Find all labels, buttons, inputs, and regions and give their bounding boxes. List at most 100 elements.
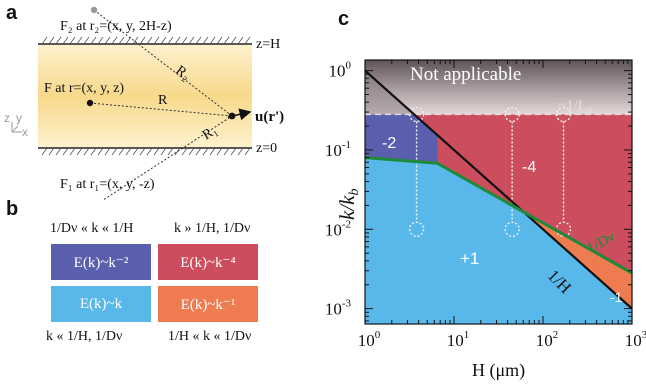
hatch-mark — [62, 36, 69, 45]
hatch-mark — [104, 36, 111, 45]
hatch-mark — [125, 147, 132, 156]
hatch-mark — [195, 36, 202, 45]
hatch-mark — [69, 36, 76, 45]
fluid-slab — [38, 44, 252, 148]
hatch-mark — [244, 36, 251, 45]
x-tick-label: 103 — [625, 329, 646, 350]
tile-k-minus-1: E(k)~k⁻¹ — [158, 286, 258, 322]
hatch-mark — [97, 147, 104, 156]
hatch-mark — [132, 36, 139, 45]
label-not-applicable: Not applicable — [410, 64, 521, 85]
hatch-mark — [111, 36, 118, 45]
hatch-mark — [62, 147, 69, 156]
x-axis-label: H (μm) — [472, 360, 525, 381]
label-F1: F₁ at r₁=(x, y, -z) — [60, 177, 155, 192]
hatch-mark — [223, 147, 230, 156]
hatch-mark — [188, 147, 195, 156]
ray-R2 — [93, 9, 233, 117]
plot-frame — [364, 59, 633, 325]
region-k-plus-1 — [365, 157, 632, 324]
hatch-mark — [118, 36, 125, 45]
hatch-mark — [83, 147, 90, 156]
marker-circle-bottom — [504, 221, 520, 237]
hatch-mark — [244, 147, 251, 156]
hatch-mark — [202, 36, 209, 45]
hatch-mark — [181, 147, 188, 156]
label-one-over-Lb: ~1/Lb — [558, 98, 593, 116]
hatch-mark — [202, 147, 209, 156]
bottom-wall-hatch — [41, 147, 251, 156]
image-point-top — [90, 6, 98, 14]
hatch-mark — [237, 36, 244, 45]
axis-x-label: x — [22, 125, 28, 139]
hatch-mark — [167, 36, 174, 45]
axis-y-label: y — [16, 111, 22, 125]
hatch-mark — [174, 147, 181, 156]
hatch-mark — [146, 147, 153, 156]
label-z-0: z=0 — [256, 141, 277, 156]
hatch-mark — [195, 147, 202, 156]
label-F2: F₂ at r₂=(x, y, 2H-z) — [60, 19, 172, 34]
caption-top-left: 1/Dν « k « 1/H — [50, 221, 134, 236]
hatch-mark — [174, 36, 181, 45]
panel-label-c: c — [338, 8, 350, 30]
hatch-mark — [97, 36, 104, 45]
region-k-minus-2 — [365, 114, 438, 164]
hatch-mark — [83, 36, 90, 45]
caption-top-right: k » 1/H, 1/Dν — [174, 221, 251, 236]
ray-R1 — [102, 115, 233, 200]
y-tick-label: 10-1 — [325, 139, 351, 160]
hatch-mark — [230, 147, 237, 156]
marker-group — [408, 106, 572, 237]
hatch-mark — [48, 36, 55, 45]
panel-a-diagram: F₂ at r₂=(x, y, 2H-z) F at r=(x, y, z) F… — [4, 6, 284, 200]
hatch-mark — [41, 147, 48, 156]
hatch-mark — [55, 147, 62, 156]
hatch-mark — [90, 147, 97, 156]
y-tick-label: 10-2 — [325, 218, 351, 239]
panel-label-a: a — [6, 2, 18, 24]
hatch-mark — [118, 147, 125, 156]
label-exp-minus-1: -1 — [610, 289, 623, 305]
hatch-mark — [188, 36, 195, 45]
tile-k-plus-1: E(k)~k — [51, 286, 151, 322]
hatch-mark — [132, 147, 139, 156]
label-R1: R₁ — [200, 123, 220, 143]
hatch-mark — [209, 147, 216, 156]
hatch-mark — [139, 36, 146, 45]
x-tick-label: 102 — [536, 329, 559, 350]
hatch-mark — [41, 36, 48, 45]
hatch-mark — [209, 36, 216, 45]
hatch-mark — [223, 36, 230, 45]
region-not-applicable — [365, 60, 632, 115]
hatch-mark — [104, 147, 111, 156]
label-z-H: z=H — [256, 37, 280, 52]
x-tick-label: 100 — [358, 329, 381, 350]
marker-circle-top — [504, 106, 520, 123]
hatch-mark — [160, 36, 167, 45]
hatch-mark — [111, 147, 118, 156]
axis-triad-icon — [11, 122, 22, 133]
hatch-mark — [216, 147, 223, 156]
label-R: R — [158, 93, 168, 108]
hatch-mark — [181, 36, 188, 45]
region-not-applicable-lower — [365, 60, 415, 115]
line-one-over-H — [365, 69, 632, 310]
line-one-over-Dv — [365, 156, 632, 275]
hatch-mark — [216, 36, 223, 45]
hatch-mark — [167, 147, 174, 156]
field-point — [228, 112, 236, 120]
hatch-mark — [146, 36, 153, 45]
label-exp-plus-1: +1 — [460, 249, 479, 268]
y-tick-label: 100 — [329, 60, 352, 81]
axis-ticks: 100 101 102 103 100 10-1 10-2 10-3 — [325, 60, 646, 350]
marker-circle-top — [408, 106, 425, 123]
panel-label-b: b — [6, 198, 19, 220]
hatch-mark — [55, 36, 62, 45]
tile-k-minus-4: E(k)~k⁻⁴ — [158, 244, 258, 280]
hatch-mark — [69, 147, 76, 156]
caption-bottom-right: 1/H « k « 1/Dν — [168, 329, 252, 344]
hatch-mark — [76, 147, 83, 156]
hatch-mark — [237, 147, 244, 156]
